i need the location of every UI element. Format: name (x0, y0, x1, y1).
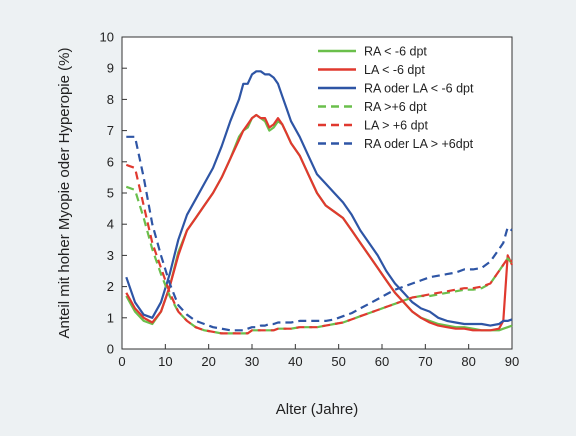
y-tick-label: 5 (107, 186, 114, 201)
x-tick-label: 90 (505, 354, 519, 369)
x-tick-label: 40 (288, 354, 302, 369)
y-tick-label: 10 (100, 30, 114, 45)
series-line-6 (126, 135, 513, 332)
x-tick-label: 60 (375, 354, 389, 369)
x-axis-title: Alter (Jahre) (276, 401, 359, 418)
series-line-2 (125, 113, 514, 332)
y-tick-label: 4 (107, 217, 114, 232)
series-line-5 (125, 163, 513, 335)
legend-label: RA < -6 dpt (364, 45, 427, 59)
legend-label: RA oder LA > +6dpt (364, 137, 474, 151)
x-tick-label: 80 (461, 354, 475, 369)
x-tick-label: 0 (118, 354, 125, 369)
y-tick-label: 0 (107, 342, 114, 357)
y-tick-label: 6 (107, 154, 114, 169)
y-tick-label: 7 (107, 123, 114, 138)
x-tick-label: 30 (245, 354, 259, 369)
y-tick-label: 8 (107, 92, 114, 107)
legend-label: RA >+6 dpt (364, 100, 427, 114)
y-tick-label: 2 (107, 279, 114, 294)
y-tick-label: 9 (107, 61, 114, 76)
series-line-3 (125, 70, 513, 327)
y-tick-label: 1 (107, 310, 114, 325)
axis-layer: 0 10 20 30 40 50 60 70 80 90 0 1 2 3 4 5 6 7 8 9 10 (100, 30, 520, 370)
x-tick-label: 10 (158, 354, 172, 369)
legend-label: LA < -6 dpt (364, 63, 425, 77)
series-layer (125, 70, 514, 335)
legend: RA < -6 dpt LA < -6 dpt RA oder LA < -6 dp… (318, 45, 474, 151)
series-line-4 (125, 185, 513, 335)
y-tick-label: 3 (107, 248, 114, 263)
x-tick-label: 50 (331, 354, 345, 369)
legend-label: LA > +6 dpt (364, 119, 428, 133)
legend-label: RA oder LA < -6 dpt (364, 82, 474, 96)
x-tick-label: 20 (201, 354, 215, 369)
y-axis-title: Anteil mit hoher Myopie oder Hyperopie (… (56, 48, 73, 339)
x-tick-label: 70 (418, 354, 432, 369)
